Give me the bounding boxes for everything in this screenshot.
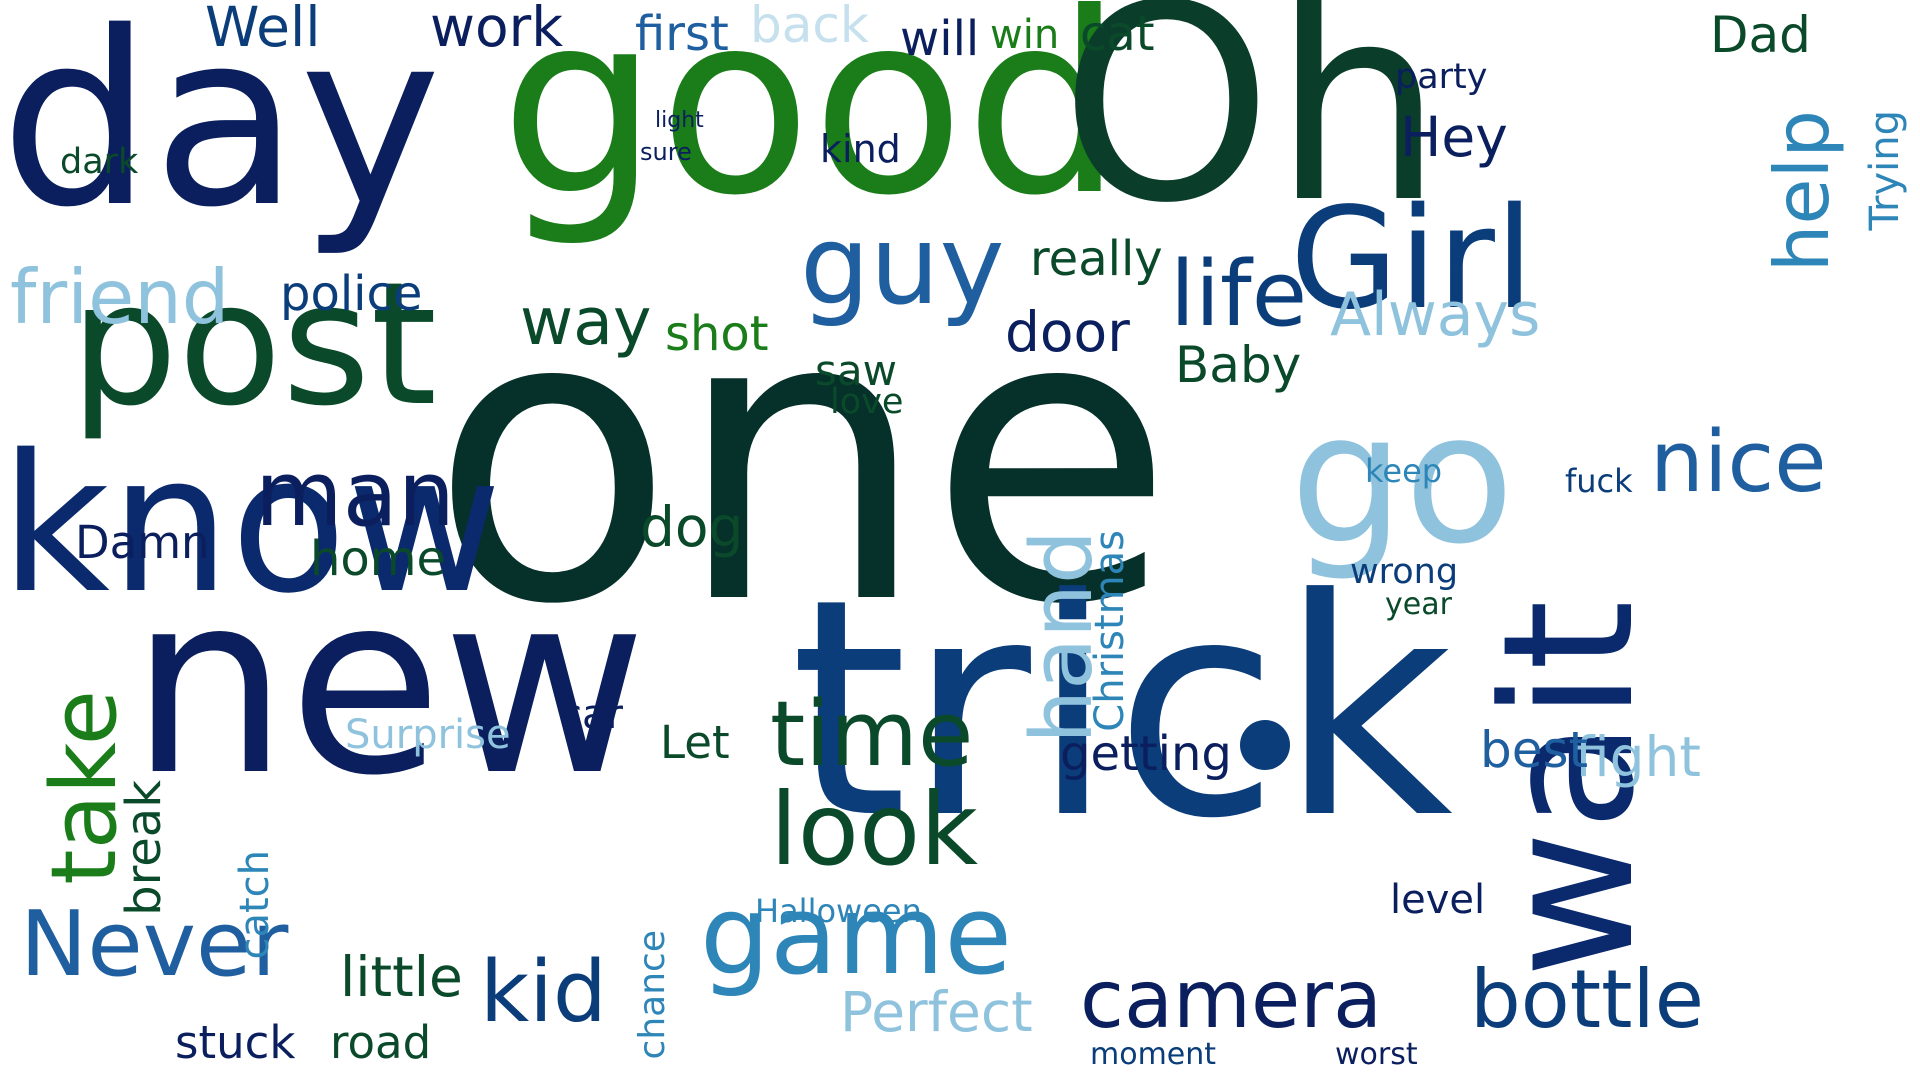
- word-man: man: [255, 442, 455, 547]
- word-wrong: wrong: [1350, 552, 1459, 592]
- word-road: road: [330, 1016, 432, 1069]
- word-trick: trick: [790, 535, 1453, 884]
- word-game: game: [700, 871, 1013, 999]
- word-dark: dark: [60, 142, 139, 182]
- word-cat: cat: [1080, 6, 1155, 62]
- word-wait: wait: [1465, 600, 1674, 979]
- word-new: new: [130, 539, 647, 830]
- word-baby: Baby: [1175, 336, 1302, 394]
- word-catch: catch: [232, 850, 278, 960]
- word-always: Always: [1330, 280, 1541, 350]
- word-time: time: [770, 682, 974, 787]
- word-camera: camera: [1080, 953, 1383, 1046]
- word-nice: nice: [1650, 413, 1827, 512]
- word-saw: saw: [815, 346, 897, 395]
- word-best: best: [1480, 721, 1589, 779]
- word-fuck: fuck: [1565, 462, 1633, 500]
- word-good: good: [500, 0, 1124, 250]
- word-sure: sure: [640, 138, 692, 166]
- word-guy: guy: [800, 201, 1005, 329]
- word-really: really: [1030, 231, 1163, 287]
- word-work: work: [430, 0, 564, 59]
- word-will: will: [900, 11, 980, 67]
- word-hey: Hey: [1400, 105, 1508, 169]
- word-perfect: Perfect: [840, 980, 1033, 1044]
- word-halloween: Halloween: [755, 892, 922, 930]
- word-year: year: [1385, 587, 1452, 622]
- word-go: go: [1290, 375, 1515, 584]
- word-win: win: [990, 12, 1060, 58]
- word-fight: fight: [1575, 725, 1701, 789]
- word-little: little: [340, 945, 463, 1009]
- word-damn: Damn: [75, 516, 210, 569]
- word-well: Well: [205, 0, 321, 59]
- word-girl: Girl: [1290, 178, 1534, 341]
- word-break: break: [116, 780, 172, 916]
- word-moment: moment: [1090, 1037, 1217, 1072]
- word-christmas: Christmas: [1087, 530, 1133, 732]
- word-police: police: [280, 266, 423, 322]
- word-friend: friend: [10, 253, 230, 341]
- word-car: car: [560, 692, 623, 738]
- word-worst: worst: [1335, 1037, 1418, 1072]
- word-post: post: [70, 246, 438, 444]
- word-love: love: [830, 382, 904, 422]
- word-one: one: [430, 227, 1175, 692]
- word-oh: Oh: [1060, 0, 1444, 262]
- word-door: door: [1005, 300, 1130, 364]
- word-day: day: [0, 0, 442, 260]
- word-help: help: [1758, 110, 1846, 273]
- word-level: level: [1390, 877, 1486, 923]
- word-back: back: [750, 0, 869, 54]
- word-trying: Trying: [1862, 110, 1908, 231]
- word-first: first: [635, 6, 729, 62]
- word-home: home: [310, 531, 447, 587]
- word-chance: chance: [632, 930, 673, 1060]
- word-know: know: [0, 414, 503, 635]
- word-surprise: Surprise: [345, 712, 511, 758]
- word-party: party: [1395, 57, 1488, 97]
- word-light: light: [655, 108, 704, 133]
- word-let: Let: [660, 716, 730, 769]
- word-keep: keep: [1365, 452, 1443, 490]
- dot-shape: [1240, 720, 1290, 770]
- word-dog: dog: [640, 495, 744, 559]
- word-getting: getting: [1060, 726, 1232, 782]
- word-way: way: [520, 285, 652, 360]
- word-bottle: bottle: [1470, 953, 1704, 1046]
- word-look: look: [770, 771, 979, 888]
- word-shot: shot: [665, 306, 769, 362]
- word-kid: kid: [480, 943, 607, 1042]
- word-never: Never: [20, 892, 289, 997]
- word-dad: Dad: [1710, 6, 1811, 64]
- word-stuck: stuck: [175, 1016, 296, 1069]
- word-life: life: [1170, 242, 1308, 347]
- word-kind: kind: [820, 127, 901, 171]
